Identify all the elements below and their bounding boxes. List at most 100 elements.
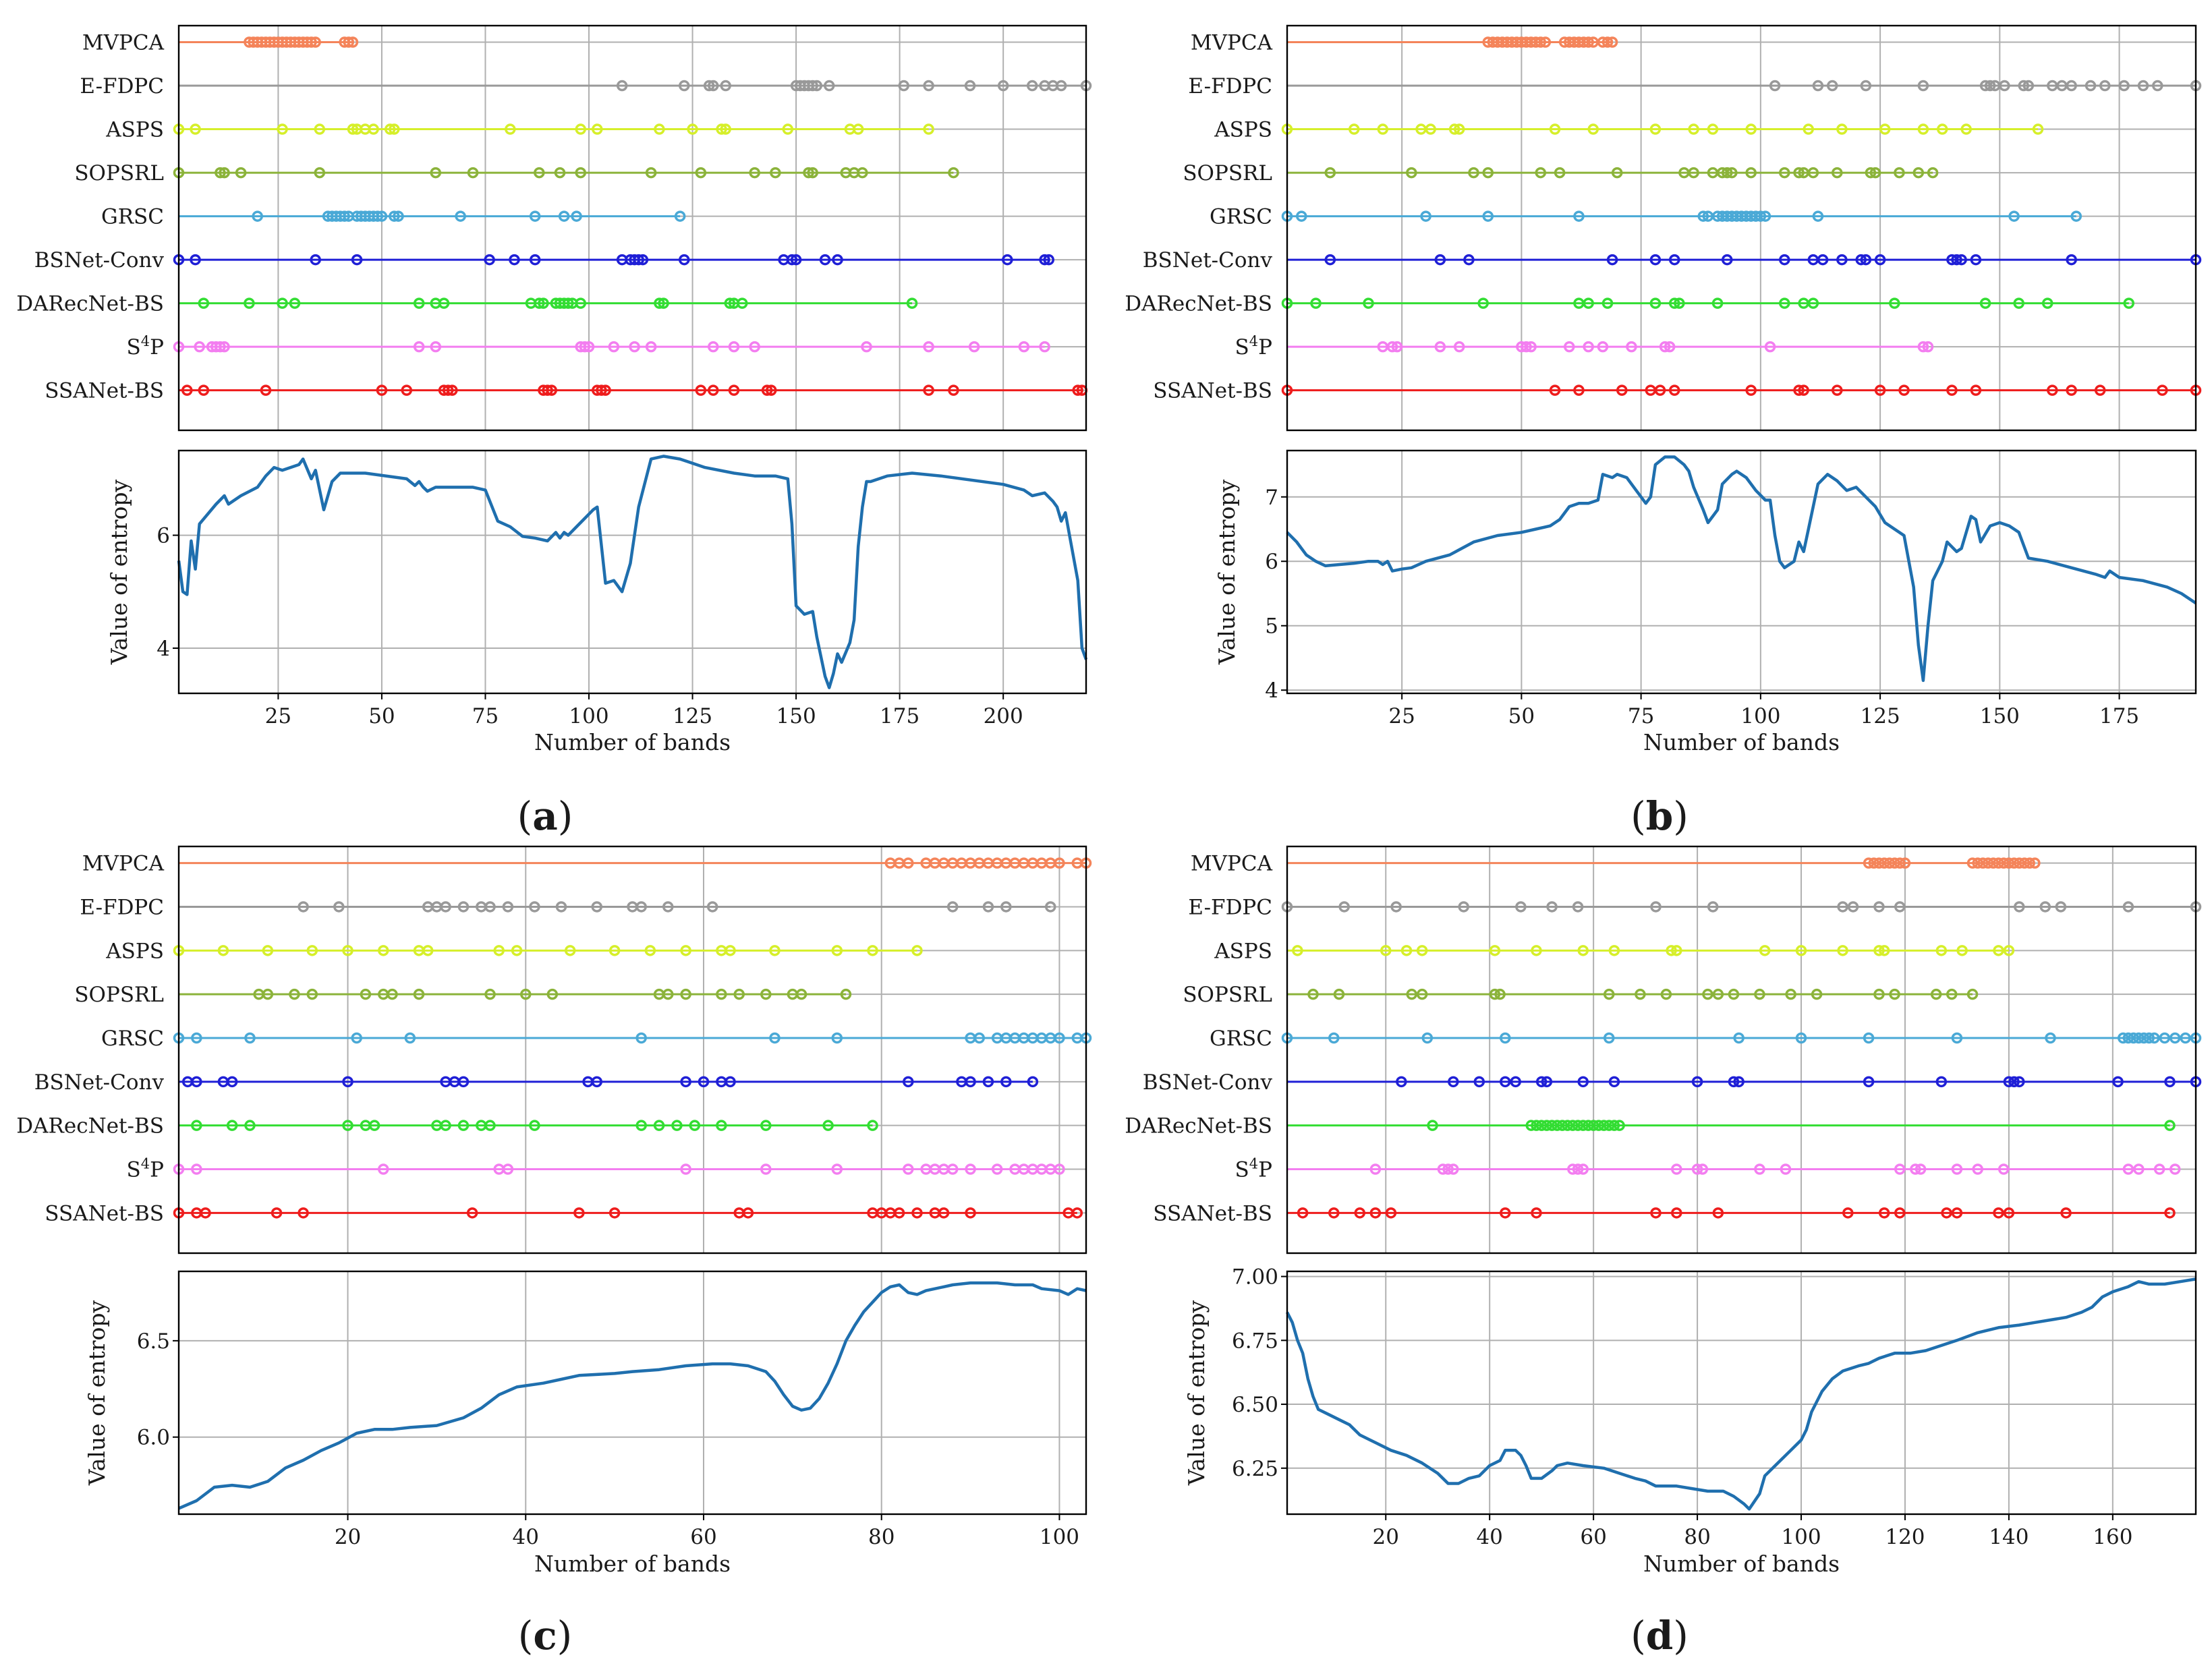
- band-point: [1946, 988, 1958, 1000]
- method-label: SSANet-BS: [1153, 379, 1272, 403]
- y-tick-label: 6: [1265, 550, 1278, 574]
- method-label: SSANet-BS: [45, 379, 164, 403]
- band-point: [484, 254, 495, 266]
- series-e-fdpc: [1281, 901, 2202, 913]
- band-point: [653, 1120, 665, 1131]
- band-point: [1567, 1163, 1579, 1175]
- band-point: [1779, 254, 1790, 266]
- band-point: [1889, 297, 1900, 309]
- band-point: [2133, 1032, 2145, 1044]
- band-point: [376, 384, 388, 396]
- band-point: [1869, 167, 1881, 179]
- band-point: [191, 1163, 202, 1175]
- band-point: [1671, 1163, 1682, 1175]
- band-point: [389, 210, 400, 222]
- band-point: [2018, 857, 2031, 869]
- band-point: [2164, 1120, 2176, 1131]
- band-point: [1292, 945, 1303, 956]
- band-point: [973, 1032, 986, 1044]
- band-point: [591, 901, 603, 913]
- band-point: [438, 297, 450, 309]
- band-point: [575, 297, 586, 309]
- band-point: [351, 1032, 362, 1044]
- band-point: [1688, 123, 1699, 135]
- band-point: [760, 1120, 772, 1131]
- band-point: [1721, 167, 1733, 179]
- band-point: [297, 901, 309, 913]
- band-point: [1728, 988, 1740, 1000]
- band-point: [289, 988, 300, 1000]
- band-point: [1541, 1076, 1553, 1088]
- entropy-line: [1285, 1277, 2196, 1511]
- band-point: [832, 254, 843, 266]
- band-point: [1442, 1163, 1454, 1175]
- band-point: [342, 945, 353, 956]
- band-point: [698, 1076, 710, 1088]
- band-point: [351, 254, 363, 266]
- band-point: [742, 1207, 754, 1219]
- y-tick-label: 6.0: [137, 1426, 170, 1450]
- band-point: [1688, 167, 1699, 179]
- band-point: [244, 297, 255, 309]
- band-point: [1434, 254, 1446, 266]
- band-point: [2008, 1076, 2020, 1088]
- band-point: [1889, 857, 1900, 869]
- method-label: GRSC: [101, 1027, 164, 1051]
- band-point: [1832, 384, 1843, 396]
- x-tick-label: 150: [776, 704, 816, 728]
- band-point: [1416, 945, 1428, 956]
- band-point: [671, 1120, 683, 1131]
- method-label: BSNet-Conv: [1143, 1070, 1273, 1095]
- band-point: [181, 384, 193, 396]
- band-point: [819, 254, 831, 266]
- band-point: [2164, 1207, 2176, 1219]
- band-point: [1769, 80, 1781, 92]
- band-point: [440, 1120, 451, 1131]
- band-point: [401, 384, 413, 396]
- band-point: [413, 297, 425, 309]
- band-point: [1535, 1076, 1548, 1088]
- band-point: [1072, 384, 1083, 396]
- band-point: [629, 341, 640, 353]
- band-point: [1572, 1120, 1584, 1131]
- band-point: [1993, 945, 2004, 956]
- panel-label: (a): [517, 793, 573, 839]
- band-point: [1535, 167, 1546, 179]
- band-point: [1385, 1207, 1397, 1219]
- method-label: S4P: [1235, 333, 1272, 359]
- band-point: [2008, 857, 2020, 869]
- band-point: [1912, 167, 1925, 179]
- band-point: [542, 384, 553, 396]
- band-point: [1972, 857, 1983, 869]
- band-point: [600, 384, 611, 396]
- band-point: [2159, 1032, 2171, 1044]
- band-point: [226, 1076, 238, 1088]
- series-bsnet-conv: [179, 1076, 1039, 1088]
- band-point: [658, 297, 669, 309]
- series-grsc: [179, 210, 686, 222]
- x-tick-label: 125: [1861, 704, 1900, 728]
- entropy-frame: [1286, 1270, 2197, 1516]
- band-point: [1369, 1163, 1382, 1175]
- band-point: [2039, 901, 2051, 913]
- band-point: [857, 167, 868, 179]
- band-point: [442, 384, 454, 396]
- band-point: [2157, 384, 2168, 396]
- band-point: [1307, 988, 1319, 1000]
- band-point: [1935, 945, 1948, 956]
- method-label: S4P: [127, 333, 164, 359]
- band-point: [596, 384, 607, 396]
- band-point: [1935, 1076, 1948, 1088]
- band-point: [1847, 901, 1859, 913]
- band-point: [1654, 384, 1666, 396]
- x-tick-label: 80: [868, 1525, 895, 1549]
- band-point: [782, 123, 794, 135]
- entropy-line: [177, 455, 1088, 689]
- panel-d: MVPCA E-FDPC ASPS SOPSRL GRSC BSNet-Conv DARec…: [1125, 845, 2202, 1659]
- band-point: [1453, 123, 1465, 135]
- series-sopsrl: [173, 167, 959, 179]
- entropy-frame: [177, 1270, 1087, 1516]
- band-point: [310, 36, 321, 48]
- band-point: [252, 210, 263, 222]
- band-point: [1691, 1076, 1703, 1088]
